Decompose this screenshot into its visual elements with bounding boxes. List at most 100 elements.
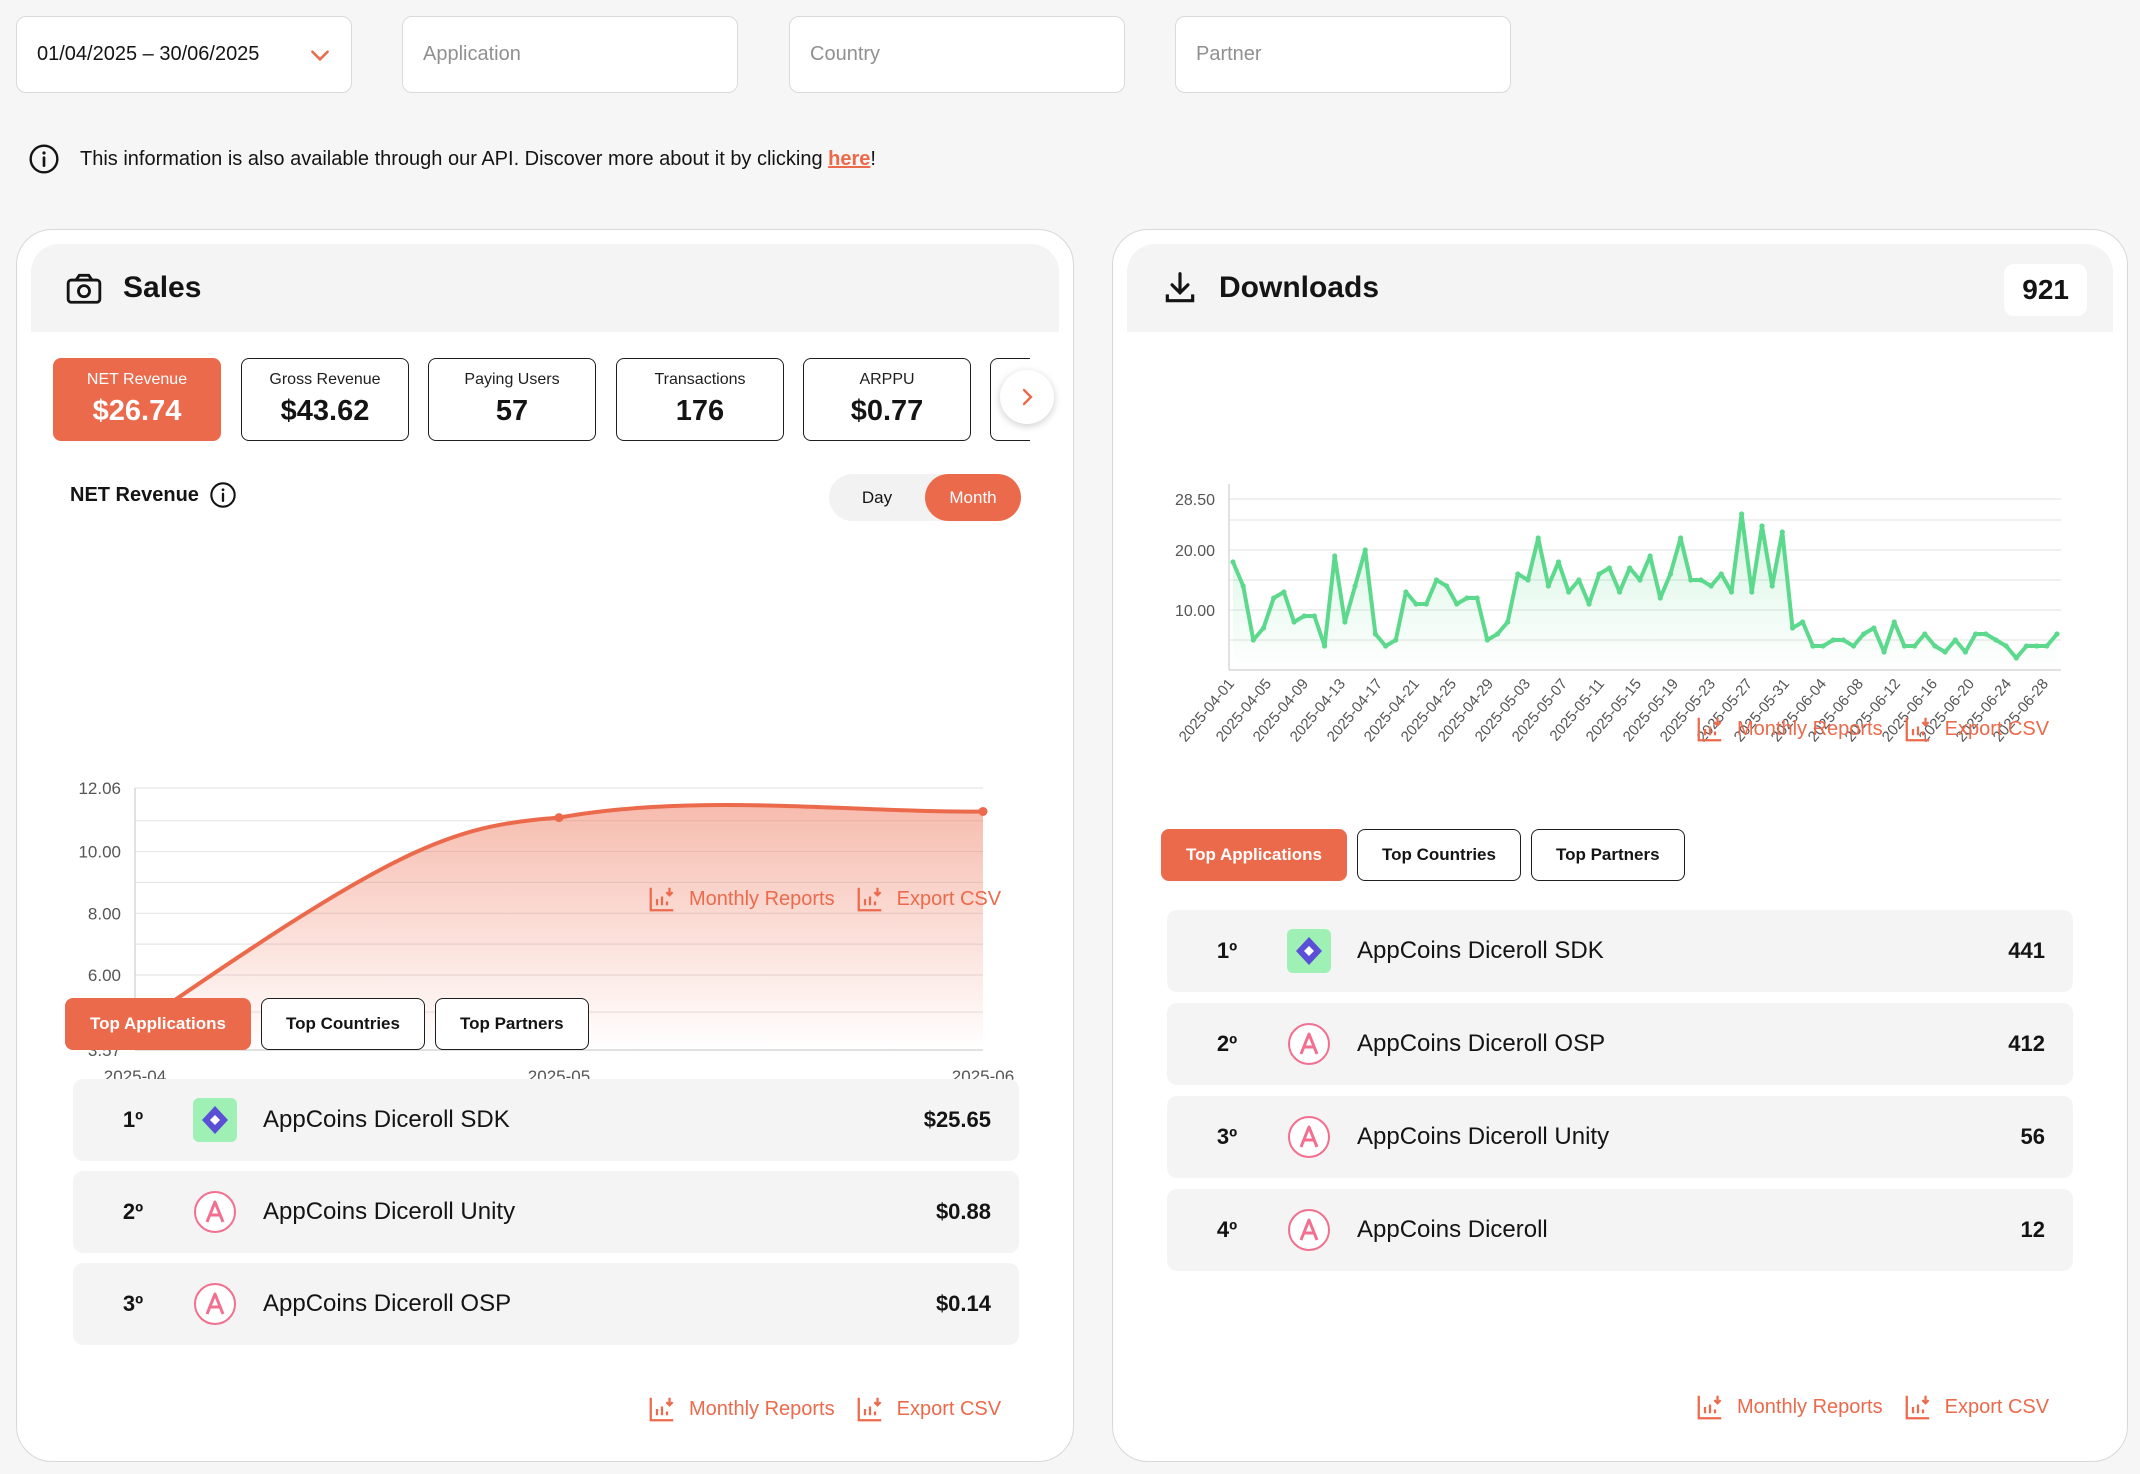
app-name: AppCoins Diceroll Unity bbox=[1357, 1123, 1610, 1150]
api-info-banner: This information is also available throu… bbox=[28, 143, 876, 175]
list-item[interactable]: 1º AppCoins Diceroll SDK 441 bbox=[1167, 910, 2073, 992]
data-point bbox=[1301, 613, 1307, 619]
sales-ranking-tabs: Top Applications Top Countries Top Partn… bbox=[65, 998, 599, 1050]
date-range-picker[interactable]: 01/04/2025 – 30/06/2025 bbox=[16, 16, 352, 93]
chevron-right-icon bbox=[1022, 388, 1033, 406]
data-point bbox=[1586, 601, 1592, 607]
monthly-reports-button[interactable]: Monthly Reports bbox=[1695, 1392, 1883, 1422]
monthly-reports-button[interactable]: Monthly Reports bbox=[647, 1394, 835, 1424]
data-point bbox=[1789, 625, 1796, 631]
app-value: $0.14 bbox=[935, 1291, 991, 1316]
data-point bbox=[1688, 577, 1694, 583]
data-point bbox=[1779, 529, 1785, 535]
monthly-reports-button[interactable]: Monthly Reports bbox=[1695, 714, 1883, 744]
partner-filter[interactable]: Partner bbox=[1175, 16, 1511, 93]
data-point bbox=[1494, 631, 1501, 637]
data-point bbox=[1871, 625, 1877, 631]
data-point bbox=[1566, 589, 1572, 595]
date-range-value: 01/04/2025 – 30/06/2025 bbox=[37, 43, 260, 65]
tab-top-partners[interactable]: Top Partners bbox=[434, 998, 589, 1050]
country-filter[interactable]: Country bbox=[789, 16, 1125, 93]
data-point bbox=[1250, 637, 1256, 643]
api-info-suffix: ! bbox=[870, 147, 876, 170]
kpi-value: 57 bbox=[495, 395, 529, 427]
data-point bbox=[1444, 583, 1450, 589]
export-csv-button[interactable]: Export CSV bbox=[1903, 1392, 2049, 1422]
monthly-reports-label: Monthly Reports bbox=[689, 887, 835, 910]
data-point bbox=[1901, 643, 1908, 649]
tab-top-applications[interactable]: Top Applications bbox=[65, 998, 251, 1050]
rank-number: 1º bbox=[122, 1107, 144, 1132]
data-point bbox=[1525, 577, 1531, 583]
data-point bbox=[1545, 583, 1551, 589]
monthly-reports-button[interactable]: Monthly Reports bbox=[647, 884, 835, 914]
downloads-header: Downloads 921 bbox=[1127, 244, 2113, 332]
data-point bbox=[1291, 619, 1297, 625]
tab-top-partners[interactable]: Top Partners bbox=[1530, 829, 1685, 881]
partner-placeholder: Partner bbox=[1196, 43, 1262, 65]
data-point bbox=[1962, 649, 1969, 655]
export-csv-button[interactable]: Export CSV bbox=[1903, 714, 2049, 744]
data-point bbox=[1433, 577, 1440, 583]
report-download-icon bbox=[649, 887, 674, 912]
data-point bbox=[1911, 643, 1918, 649]
data-point bbox=[1678, 535, 1684, 541]
data-point bbox=[1993, 637, 1999, 643]
list-item[interactable]: 3º AppCoins Diceroll OSP $0.14 bbox=[73, 1263, 1019, 1345]
export-csv-icon bbox=[857, 887, 882, 912]
monthly-reports-label: Monthly Reports bbox=[689, 1397, 835, 1420]
kpi-gross-revenue[interactable]: Gross Revenue $43.62 bbox=[241, 358, 409, 441]
data-point bbox=[2054, 631, 2060, 637]
kpi-label: Paying Users bbox=[464, 371, 560, 388]
api-info-link[interactable]: here bbox=[828, 147, 871, 170]
kpi-value: $43.62 bbox=[280, 395, 370, 427]
downloads-panel: Downloads 921 10.00 20.00 28.50 2025-04-01 2… bbox=[1112, 229, 2128, 1462]
kpi-transactions[interactable]: Transactions 176 bbox=[616, 358, 784, 441]
data-point bbox=[1667, 571, 1674, 577]
data-point bbox=[2023, 643, 2030, 649]
data-point bbox=[1810, 643, 1816, 649]
list-item[interactable]: 2º AppCoins Diceroll OSP 412 bbox=[1167, 1003, 2073, 1085]
app-value: $25.65 bbox=[923, 1107, 991, 1132]
kpi-paying-users[interactable]: Paying Users 57 bbox=[428, 358, 596, 441]
data-point bbox=[1555, 559, 1562, 565]
tab-top-countries[interactable]: Top Countries bbox=[1357, 829, 1521, 881]
export-csv-button[interactable]: Export CSV bbox=[855, 884, 1001, 914]
toggle-month[interactable]: Month bbox=[925, 474, 1021, 521]
data-point bbox=[1698, 577, 1704, 583]
data-point bbox=[1484, 637, 1490, 643]
downloads-title: Downloads bbox=[1219, 271, 1380, 304]
report-download-icon bbox=[1697, 1395, 1722, 1420]
list-item[interactable]: 1º AppCoins Diceroll SDK $25.65 bbox=[73, 1079, 1019, 1161]
kpi-label: ARPPU bbox=[859, 371, 915, 388]
info-icon[interactable] bbox=[209, 481, 237, 509]
data-point bbox=[1800, 619, 1806, 625]
list-item[interactable]: 3º AppCoins Diceroll Unity 56 bbox=[1167, 1096, 2073, 1178]
rank-number: 4º bbox=[1216, 1217, 1238, 1242]
y-tick-label: 10.00 bbox=[78, 843, 121, 862]
kpi-net-revenue[interactable]: NET Revenue $26.74 bbox=[53, 358, 221, 441]
data-point bbox=[1352, 583, 1358, 589]
toggle-day[interactable]: Day bbox=[861, 487, 893, 507]
data-point bbox=[1840, 637, 1846, 643]
data-point bbox=[1271, 595, 1277, 601]
export-csv-button[interactable]: Export CSV bbox=[855, 1394, 1001, 1424]
data-point bbox=[1718, 571, 1724, 577]
kpi-scroll-next-button[interactable] bbox=[1000, 370, 1054, 424]
tab-top-countries[interactable]: Top Countries bbox=[261, 998, 425, 1050]
list-item[interactable]: 4º AppCoins Diceroll 12 bbox=[1167, 1189, 2073, 1271]
data-point bbox=[1769, 583, 1775, 589]
tab-top-applications[interactable]: Top Applications bbox=[1161, 829, 1347, 881]
kpi-arppu[interactable]: ARPPU $0.77 bbox=[803, 358, 971, 441]
area-fill bbox=[1233, 514, 2057, 670]
y-tick-label: 10.00 bbox=[1175, 603, 1215, 620]
list-item[interactable]: 2º AppCoins Diceroll Unity $0.88 bbox=[73, 1171, 1019, 1253]
data-point bbox=[1362, 547, 1368, 553]
sdk-diamond-icon bbox=[193, 1098, 237, 1142]
kpi-label: Transactions bbox=[654, 371, 746, 388]
data-point bbox=[1281, 589, 1287, 595]
net-revenue-chart-label: NET Revenue bbox=[70, 481, 237, 509]
application-filter[interactable]: Application bbox=[402, 16, 738, 93]
app-value: $0.88 bbox=[935, 1199, 991, 1224]
